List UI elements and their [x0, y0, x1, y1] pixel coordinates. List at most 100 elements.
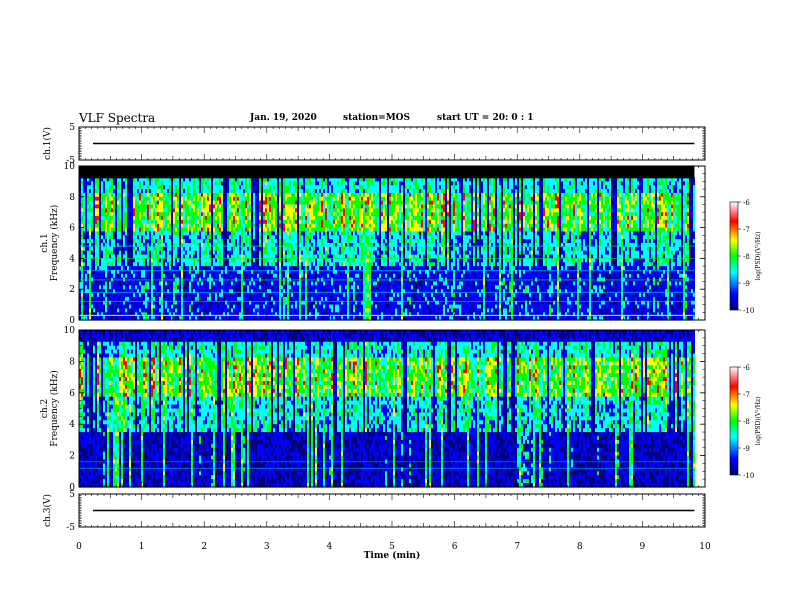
spectrogram-cell [255, 281, 257, 286]
spectrogram-cell [177, 285, 179, 290]
spectrogram-cell [247, 281, 249, 286]
spectrogram-cell [293, 200, 295, 206]
spectrogram-cell [287, 223, 289, 229]
spectrogram-cell [169, 192, 171, 198]
spectrogram-cell [165, 204, 167, 209]
spectrogram-cell [187, 177, 189, 182]
spectrogram-cell [135, 258, 137, 263]
spectrogram-cell [285, 216, 287, 221]
spectrogram-cell [83, 273, 85, 279]
spectrogram-cell [235, 285, 237, 290]
spectrogram-cell [311, 177, 313, 182]
spectrogram-cell [257, 316, 259, 321]
spectrogram-cell [287, 204, 289, 209]
spectrogram-cell [273, 231, 275, 236]
spectrogram-cell [171, 246, 173, 252]
spectrogram-cell [231, 208, 233, 213]
spectrogram-cell [95, 212, 97, 217]
spectrogram-cell [97, 300, 99, 306]
spectrogram-cell [161, 212, 163, 217]
spectrogram-cell [237, 192, 239, 198]
spectrogram-cell [209, 223, 211, 229]
spectrogram-cell [163, 285, 165, 290]
spectrogram-cell [295, 250, 297, 256]
spectrogram-cell [225, 289, 227, 294]
spectrogram-cell [201, 192, 203, 198]
spectrogram-cell [251, 216, 253, 221]
spectrogram-cell [213, 246, 215, 252]
spectrogram-cell [207, 254, 209, 259]
spectrogram-cell [119, 285, 121, 290]
spectrogram-cell [245, 185, 247, 190]
spectrogram-cell [281, 196, 283, 202]
spectrogram-cell [301, 185, 303, 190]
spectrogram-cell [185, 223, 187, 229]
spectrogram-cell [147, 254, 149, 259]
spectrogram-cell [153, 269, 155, 275]
spectrogram-cell [121, 246, 123, 252]
spectrogram-cell [127, 200, 129, 206]
spectrogram-cell [223, 300, 225, 306]
spectrogram-cell [253, 296, 255, 302]
spectrogram-cell [255, 269, 257, 275]
spectrogram-cell [287, 312, 289, 317]
spectrogram-cell [331, 196, 333, 202]
spectrogram-cell [317, 208, 319, 213]
spectrogram-cell [257, 185, 259, 190]
spectrogram-cell [259, 296, 261, 302]
spectrogram-cell [145, 289, 147, 294]
spectrogram-cell [89, 200, 91, 206]
spectrogram-cell [309, 177, 311, 182]
spectrogram-cell [129, 208, 131, 213]
spectrogram-cell [267, 289, 269, 294]
spectrogram-cell [179, 316, 181, 321]
spectrogram-cell [229, 231, 231, 236]
spectrogram-cell [97, 296, 99, 302]
spectrogram-cell [113, 181, 115, 186]
spectrogram-cell [91, 258, 93, 263]
spectrogram-cell [199, 219, 201, 225]
spectrogram-cell [123, 250, 125, 256]
spectrogram-cell [215, 293, 217, 298]
spectrogram-cell [223, 219, 225, 225]
spectrogram-cell [333, 231, 335, 236]
spectrogram-cell [317, 177, 319, 182]
spectrogram-cell [253, 185, 255, 190]
spectrogram-cell [297, 304, 299, 310]
spectrogram-cell [101, 269, 103, 275]
spectrogram-cell [245, 208, 247, 213]
spectrogram-cell [117, 200, 119, 206]
spectrogram-cell [269, 269, 271, 275]
spectrogram-cell [275, 219, 277, 225]
spectrogram-cell [285, 296, 287, 302]
spectrogram-cell [153, 312, 155, 317]
spectrogram-cell [195, 231, 197, 236]
spectrogram-cell [315, 243, 317, 248]
spectrogram-cell [83, 196, 85, 202]
spectrogram-cell [151, 227, 153, 233]
spectrogram-cell [221, 204, 223, 209]
spectrogram-cell [299, 181, 301, 186]
spectrogram-cell [181, 243, 183, 248]
spectrogram-cell [165, 316, 167, 321]
spectrogram-cell [79, 296, 81, 302]
spectrogram-cell [93, 316, 95, 321]
spectrogram-cell [165, 254, 167, 259]
spectrogram-cell [303, 204, 305, 209]
spectrogram-cell [89, 185, 91, 190]
spectrogram-cell [253, 308, 255, 313]
spectrogram-cell [327, 243, 329, 248]
spectrogram-cell [153, 273, 155, 279]
spectrogram-cell [123, 246, 125, 252]
spectrogram-cell [259, 243, 261, 248]
spectrogram-cell [221, 212, 223, 217]
spectrogram-cell [131, 235, 133, 240]
spectrogram-cell [173, 254, 175, 259]
spectrogram-cell [189, 308, 191, 313]
spectrogram-cell [159, 231, 161, 236]
spectrogram-cell [311, 254, 313, 259]
spectrogram-cell [313, 235, 315, 240]
spectrogram-cell [129, 266, 131, 271]
spectrogram-cell [83, 200, 85, 206]
spectrogram-cell [259, 235, 261, 240]
